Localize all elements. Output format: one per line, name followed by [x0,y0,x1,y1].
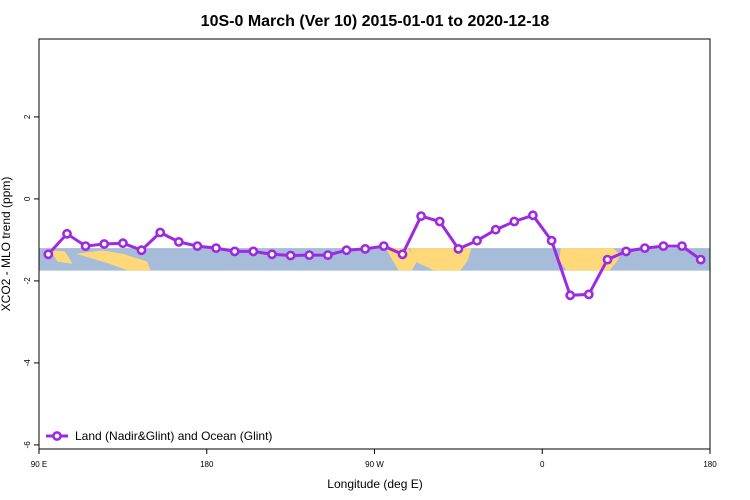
land-patch [385,248,418,271]
legend: Land (Nadir&Glint) and Ocean (Glint) [46,429,272,443]
series-layer [43,210,706,301]
y-tick-label: -6 [23,441,32,449]
data-point [565,290,576,301]
x-tick-label: 180 [200,460,214,469]
axes-layer: 90 E 180 90 W 0 180 -6 -4 -2 0 2 [23,114,717,469]
data-point [99,239,110,249]
x-tick-label: 180 [703,460,717,469]
y-tick-label: -2 [23,277,32,285]
y-tick-label: 2 [23,114,32,119]
data-point [453,243,464,254]
data-point [173,236,184,247]
data-point [472,235,482,246]
data-point [155,227,166,238]
land-patch [409,248,472,271]
chart-title: 10S-0 March (Ver 10) 2015-01-01 to 2020-… [201,13,550,30]
data-point [211,243,221,253]
data-point [528,210,538,221]
data-point [304,250,315,260]
legend-marker-swatch [52,431,62,441]
data-point [546,235,557,246]
x-axis-label: Longitude (deg E) [327,477,422,491]
data-point [229,246,240,257]
x-tick-label: 0 [540,460,545,469]
data-point [490,224,501,235]
legend-label: Land (Nadir&Glint) and Ocean (Glint) [75,429,272,443]
land-patch [76,250,151,271]
data-point [80,241,91,251]
data-point [192,241,203,251]
plot-frame [38,38,711,450]
data-point [434,216,445,227]
data-point [267,249,277,260]
data-point [416,211,426,221]
y-tick-label: 0 [23,196,32,201]
x-tick-label: 90 E [31,460,47,469]
data-point [658,241,669,251]
x-tick-label: 90 W [365,460,384,469]
data-point [322,250,333,260]
data-point [378,241,389,251]
data-point [248,246,259,257]
data-point [639,243,650,253]
data-point [602,254,613,265]
data-point [695,254,706,265]
data-point [397,249,408,260]
y-axis-label: XCO2 - MLO trend (ppm) [0,177,13,312]
data-point [583,289,594,300]
data-point [43,249,54,260]
data-point [62,228,72,239]
data-point [360,243,371,254]
data-point [621,246,631,257]
data-point [118,238,128,249]
data-point [509,216,520,227]
data-point [677,241,687,251]
data-point [285,250,296,261]
data-point [341,245,352,256]
data-point [136,245,147,256]
ocean-band [39,248,710,271]
y-tick-label: -4 [23,359,32,367]
land-patch [50,250,73,264]
